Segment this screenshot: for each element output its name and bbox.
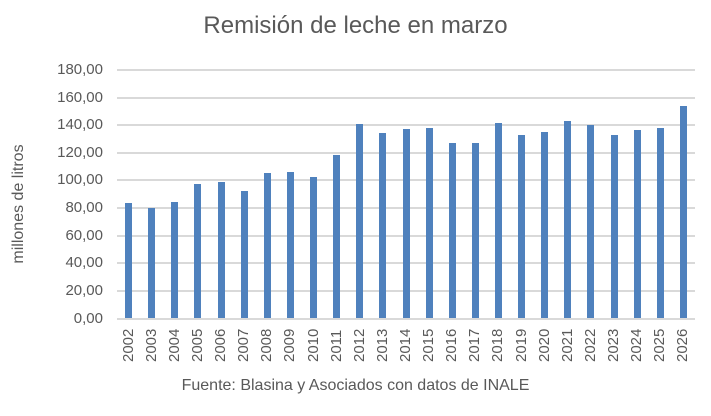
x-tick-label: 2015: [420, 328, 438, 362]
bar-2002: [125, 202, 133, 319]
bar-2026: [679, 105, 687, 319]
bar-2019: [518, 134, 526, 319]
bar-2004: [171, 201, 179, 319]
x-tick-label: 2002: [119, 328, 137, 362]
bar-2007: [240, 190, 248, 319]
bar-2024: [633, 129, 641, 319]
x-tick-label: 2010: [304, 328, 322, 362]
bar-2018: [494, 122, 502, 319]
bar-2005: [194, 183, 202, 319]
source-note: Fuente: Blasina y Asociados con datos de…: [181, 377, 530, 394]
x-tick-label: 2023: [605, 328, 623, 362]
bar-2014: [402, 128, 410, 319]
bar-2015: [425, 127, 433, 319]
x-tick-label: 2003: [142, 328, 160, 362]
bar-2008: [263, 172, 271, 319]
gridline: [117, 69, 695, 71]
y-tick-label: 120,00: [57, 143, 103, 161]
x-tick-label: 2004: [165, 328, 183, 362]
bar-2009: [286, 171, 294, 319]
y-tick-label: 160,00: [57, 88, 103, 106]
y-tick-label: 20,00: [65, 281, 103, 299]
bar-2016: [448, 142, 456, 319]
bar-2012: [356, 123, 364, 319]
x-tick-label: 2017: [466, 328, 484, 362]
y-tick-label: 180,00: [57, 61, 103, 78]
y-tick-label: 100,00: [57, 171, 103, 189]
x-tick-label: 2006: [212, 328, 230, 362]
x-tick-label: 2013: [373, 328, 391, 362]
x-tick-label: 2008: [258, 328, 276, 362]
bar-2010: [310, 176, 318, 319]
bar-2017: [471, 142, 479, 319]
x-tick-label: 2019: [512, 328, 530, 362]
x-tick-label: 2018: [489, 328, 507, 362]
gridline: [117, 317, 695, 320]
chart-title: Remisión de leche en marzo: [203, 12, 508, 39]
x-tick-label: 2021: [558, 328, 576, 362]
x-tick-label: 2024: [628, 328, 646, 362]
y-tick-label: 0,00: [73, 309, 103, 327]
bar-2011: [333, 154, 341, 319]
bar-2025: [656, 127, 664, 319]
x-tick-label: 2012: [350, 328, 368, 362]
x-tick-label: 2025: [651, 328, 669, 362]
y-tick-label: 60,00: [65, 226, 103, 244]
x-tick-label: 2014: [397, 328, 414, 362]
bar-2003: [148, 207, 156, 319]
x-tick-label: 2020: [535, 328, 553, 362]
gridline: [117, 96, 695, 99]
x-tick-label: 2022: [581, 328, 599, 362]
x-tick-label: 2007: [235, 328, 253, 362]
y-tick-label: 40,00: [65, 254, 103, 272]
bar-2023: [610, 134, 618, 319]
bar-2020: [541, 131, 549, 319]
bar-2013: [379, 132, 387, 319]
x-tick-label: 2011: [327, 329, 345, 362]
bar-2022: [587, 124, 595, 319]
y-axis-label: millones de litros: [10, 144, 27, 264]
x-tick-label: 2016: [443, 328, 461, 362]
x-tick-label: 2005: [188, 328, 206, 362]
x-tick-label: 2026: [674, 328, 692, 362]
y-tick-label: 140,00: [57, 116, 103, 134]
bar-2021: [564, 120, 572, 319]
plot-area: [117, 69, 695, 320]
bar-2006: [217, 181, 225, 319]
gridline: [117, 124, 695, 127]
y-tick-label: 80,00: [65, 199, 103, 217]
x-tick-label: 2009: [281, 328, 299, 362]
